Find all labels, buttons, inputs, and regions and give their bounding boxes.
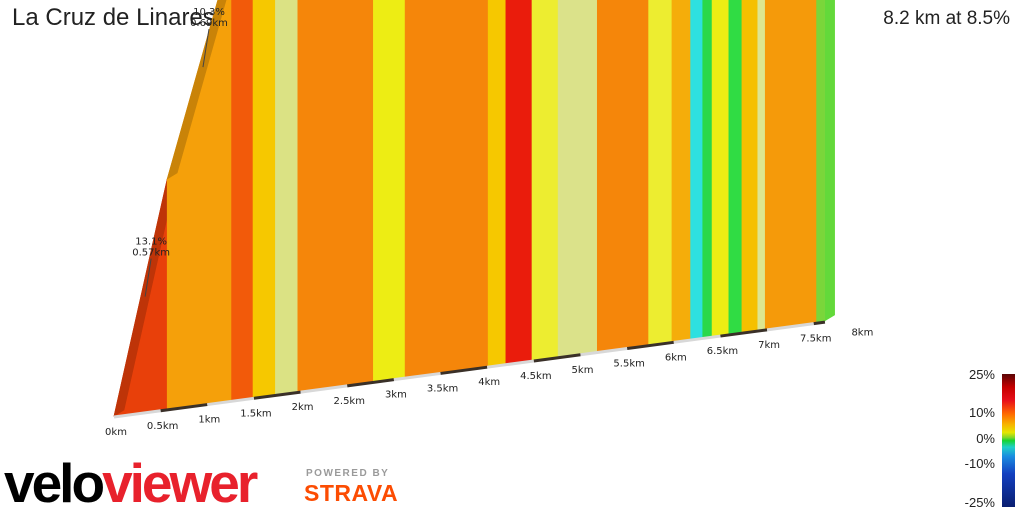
profile-segment-15 xyxy=(690,0,704,340)
profile-segment-4 xyxy=(275,0,299,395)
baseline-band-3 xyxy=(253,390,301,400)
baseline-band-6 xyxy=(393,371,441,382)
logo-velo: velo xyxy=(4,452,105,514)
profile-segment-8 xyxy=(487,0,507,367)
x-tick-label: 2.5km xyxy=(334,396,365,407)
legend-label-max: 25% xyxy=(968,367,995,382)
profile-end-cap xyxy=(824,0,835,322)
x-tick-label: 5.5km xyxy=(613,359,644,370)
profile-segment-5 xyxy=(297,0,374,392)
baseline-band-14 xyxy=(766,322,814,332)
x-tick-label: 2km xyxy=(292,402,314,413)
legend-label-10: 10% xyxy=(968,405,995,420)
baseline-band-1 xyxy=(160,403,208,413)
x-tick-label: 0.5km xyxy=(147,421,178,432)
profile-segment-13 xyxy=(648,0,673,346)
x-tick-label: 7km xyxy=(758,340,780,351)
baseline-band-15 xyxy=(813,320,826,326)
profile-segment-21 xyxy=(764,0,817,330)
profile-segment-7 xyxy=(404,0,489,378)
gradient-color-bar xyxy=(1002,374,1015,507)
legend-label-0: 0% xyxy=(976,431,995,446)
x-tick-label: 7.5km xyxy=(800,334,831,345)
profile-segment-14 xyxy=(671,0,691,342)
powered-by-label: POWERED BY xyxy=(306,468,390,479)
x-tick-label: 1.5km xyxy=(240,408,271,419)
annotation-leader xyxy=(202,29,210,68)
profile-segment-1 xyxy=(166,0,232,410)
baseline-band-11 xyxy=(626,340,674,351)
profile-segment-2 xyxy=(231,0,254,401)
x-tick-label: 4.5km xyxy=(520,371,551,382)
profile-segment-10 xyxy=(531,0,559,361)
page-title: La Cruz de Linares xyxy=(12,4,215,31)
annotation-gradient: 13.1% xyxy=(135,237,167,248)
baseline-band-12 xyxy=(673,334,721,344)
veloviewer-logo[interactable]: veloviewer xyxy=(4,456,258,511)
x-tick-label: 4km xyxy=(478,377,500,388)
annotation-length: 0.57km xyxy=(132,248,170,259)
distance-baseline xyxy=(113,320,826,419)
annotation-length: 0.69km xyxy=(190,18,228,29)
baseline-band-0 xyxy=(113,409,161,419)
logo-viewer: viewer xyxy=(102,452,258,514)
baseline-band-7 xyxy=(440,365,488,375)
baseline-band-4 xyxy=(300,384,348,394)
climb-summary: 8.2 km at 8.5% xyxy=(883,8,1010,29)
legend-label-min: -25% xyxy=(964,495,995,510)
profile-segment-top-1 xyxy=(166,0,227,180)
strava-logo[interactable]: STRAVA xyxy=(304,480,399,506)
annotation-gradient: 10.3% xyxy=(193,7,225,18)
profile-segment-19 xyxy=(741,0,759,333)
profile-segment-11 xyxy=(557,0,598,358)
profile-segment-18 xyxy=(728,0,743,335)
profile-segment-3 xyxy=(252,0,276,398)
x-tick-label: 3.5km xyxy=(427,383,458,394)
profile-segment-22 xyxy=(816,0,826,323)
x-tick-label: 8km xyxy=(851,327,873,338)
profile-segment-6 xyxy=(373,0,406,382)
profile-segment-16 xyxy=(702,0,713,338)
x-tick-label: 3km xyxy=(385,390,407,401)
baseline-band-5 xyxy=(347,378,395,388)
profile-segment-12 xyxy=(596,0,649,352)
baseline-band-13 xyxy=(720,328,768,338)
profile-segment-20 xyxy=(757,0,766,331)
baseline-band-10 xyxy=(580,347,628,357)
baseline-band-8 xyxy=(487,359,535,369)
baseline-band-2 xyxy=(207,396,255,407)
baseline-band-9 xyxy=(533,353,581,363)
gradient-annotations: 13.1%0.57km10.3%0.69km12.7%231m11.2%0.81… xyxy=(132,7,228,297)
x-tick-label: 6.5km xyxy=(707,346,738,357)
x-tick-label: 6km xyxy=(665,352,687,363)
annotation-leader xyxy=(144,258,152,297)
x-tick-label: 1km xyxy=(198,415,220,426)
profile-segment-9 xyxy=(505,0,533,365)
x-tick-label: 5km xyxy=(572,365,594,376)
x-tick-label: 0km xyxy=(105,427,127,438)
distance-ticks: 0km 0.5km 1km 1.5km 2km 2.5km 3km 3.5km 4km 4.5km… xyxy=(105,327,873,438)
legend-label-neg10: -10% xyxy=(964,456,995,471)
profile-segment-17 xyxy=(711,0,730,337)
